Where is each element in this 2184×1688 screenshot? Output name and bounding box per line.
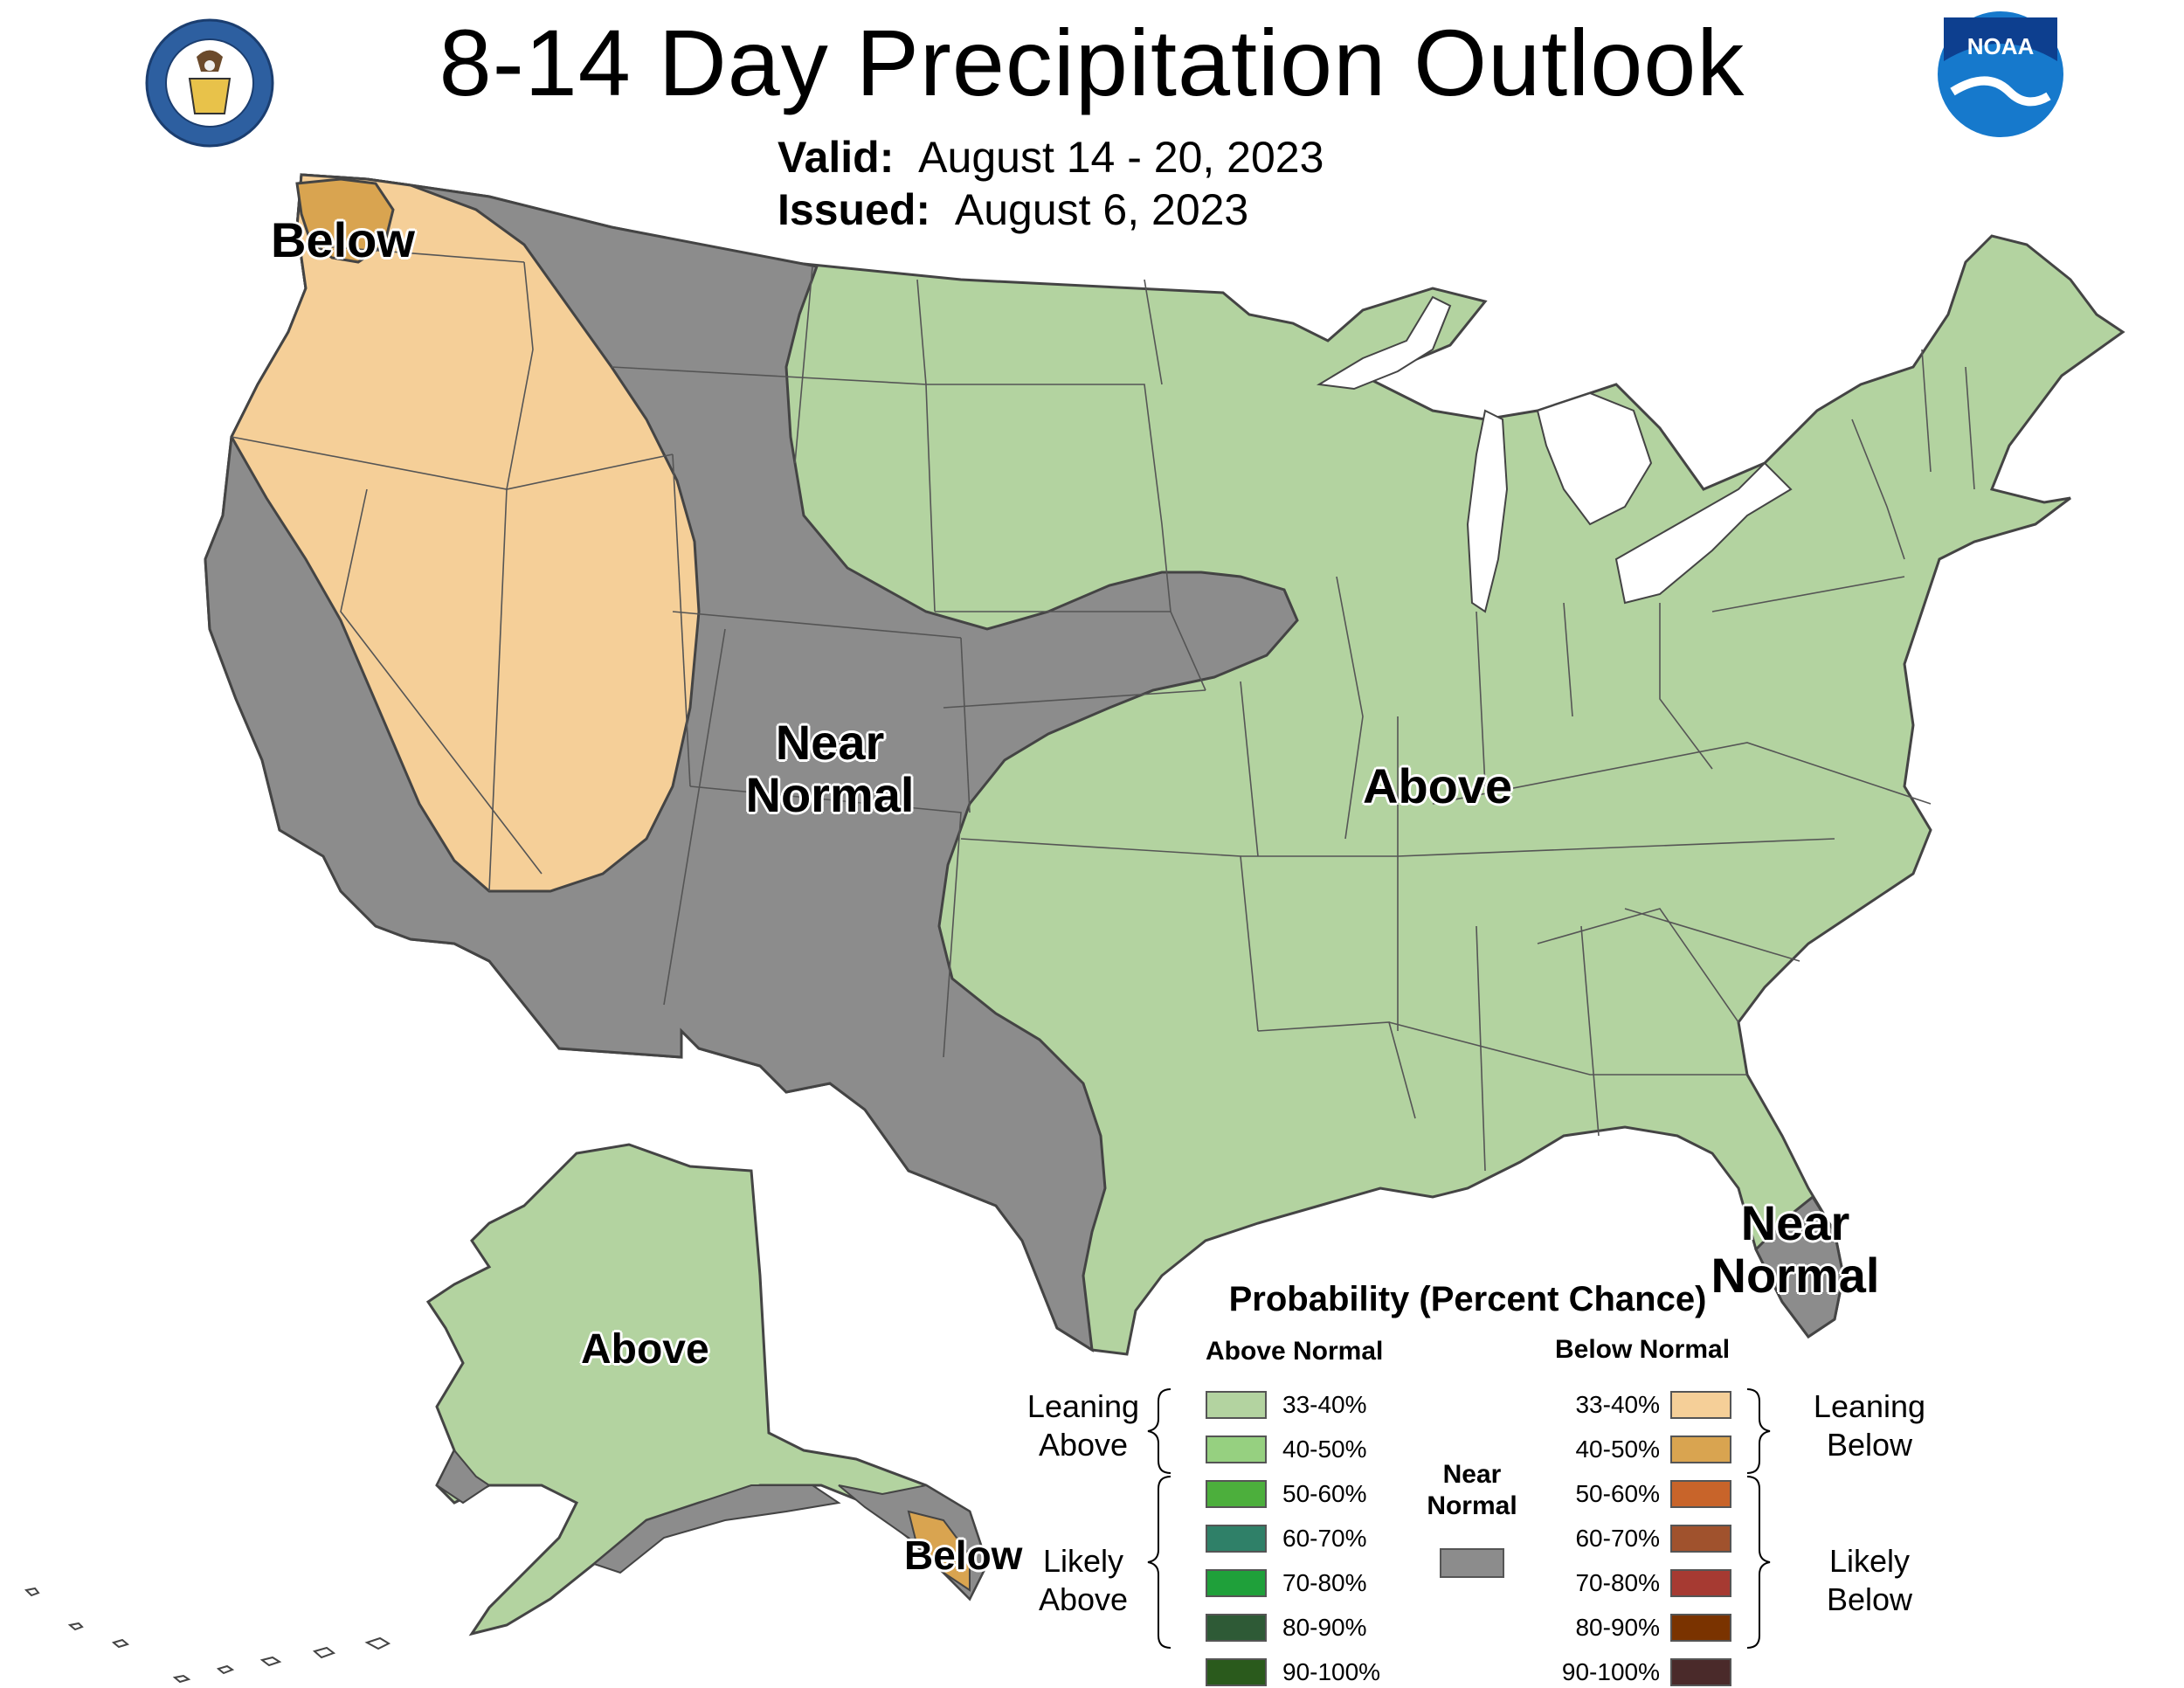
label-near-normal-west-line2: Normal [745,767,915,822]
legend-above-header: Above Normal [1206,1337,1384,1366]
date-block: Valid: August 14 - 20, 2023 Issued: Augu… [778,131,1324,236]
below-normal-nw-region [230,173,701,893]
legend-below-header: Below Normal [1555,1335,1731,1364]
legend-likely-below-line1: Likely [1828,1543,1911,1579]
department-of-commerce-seal [145,18,274,148]
legend-above-swatch [1206,1525,1267,1553]
legend-leaning-above: Leaning Above [1013,1387,1153,1464]
legend-above-swatch [1206,1435,1267,1463]
legend-leaning-above-line2: Above [1038,1427,1129,1463]
legend-likely-above-line2: Above [1038,1581,1129,1617]
legend-below-swatch [1670,1435,1731,1463]
legend-near-normal-line2: Normal [1427,1491,1517,1520]
legend-below-pct-label: 60-70% [1575,1525,1660,1552]
label-near-normal-west-line1: Near [775,715,885,770]
legend-above-swatch [1206,1658,1267,1686]
near-normal-florida-region [1754,1194,1845,1339]
legend-above-swatch [1206,1391,1267,1419]
legend-title: Probability (Percent Chance) [1228,1280,1707,1318]
label-near-normal-florida-line2: Normal [1711,1248,1880,1303]
legend-below-pct-label: 50-60% [1575,1480,1660,1507]
legend-leaning-below: Leaning Below [1800,1387,1939,1464]
legend-likely-below-line2: Below [1826,1581,1913,1617]
alaska-below-panhandle [907,1510,971,1592]
issued-label: Issued: [778,185,931,234]
legend-below-swatch [1670,1480,1731,1508]
lake-erie-ontario [1614,461,1793,605]
label-below-alaska: Below [904,1532,1023,1578]
legend-leaning-below-line1: Leaning [1813,1388,1926,1424]
legend-above-swatch [1206,1569,1267,1597]
legend-likely-above: Likely Above [1013,1542,1153,1619]
aleutian-islands [24,1587,391,1684]
alaska-near-normal-southwest [435,1449,491,1505]
alaska-near-normal-south [591,1484,841,1574]
legend-near-normal-line1: Near [1442,1460,1502,1489]
legend-above-pct-label: 40-50% [1282,1435,1367,1463]
legend-below-swatch [1670,1658,1731,1686]
lake-huron [1536,391,1653,526]
legend-above-swatch [1206,1480,1267,1508]
legend-leaning-above-line1: Leaning [1026,1388,1140,1424]
legend-below-pct-label: 40-50% [1575,1435,1660,1463]
lake-superior [1317,295,1452,391]
below-40-50-washington [295,177,395,264]
legend-above-pct-label: 80-90% [1282,1614,1367,1641]
legend-below-pct-label: 33-40% [1575,1391,1660,1418]
legend-above-pct-label: 90-100% [1282,1658,1381,1685]
issued-row: Issued: August 6, 2023 [778,183,1324,236]
legend-near-normal-swatch [1440,1548,1504,1578]
legend-leaning-below-line2: Below [1826,1427,1913,1463]
legend-below-pct-label: 70-80% [1575,1569,1660,1596]
label-near-normal-west: Near Normal [734,716,926,821]
alaska-outline [425,1143,989,1636]
valid-value: August 14 - 20, 2023 [918,133,1324,182]
legend-likely-below: Likely Below [1800,1542,1939,1619]
valid-label: Valid: [778,133,895,182]
legend-above-pct-label: 50-60% [1282,1480,1367,1507]
legend-brackets [1147,1388,1771,1649]
issued-value: August 6, 2023 [954,185,1249,234]
noaa-logo: NOAA [1938,11,2063,137]
valid-row: Valid: August 14 - 20, 2023 [778,131,1324,183]
label-near-normal-florida-line1: Near [1740,1195,1850,1250]
map-title: 8-14 Day Precipitation Outlook [439,10,1745,115]
label-above-alaska: Above [581,1326,709,1373]
legend-above-pct-label: 70-80% [1282,1569,1367,1596]
label-below-northwest: Below [271,212,415,267]
label-above-east: Above [1363,758,1513,813]
legend-below-swatch [1670,1525,1731,1553]
legend-below-pct-label: 90-100% [1561,1658,1660,1685]
label-near-normal-florida: Near Normal [1704,1197,1887,1302]
legend-below-swatch [1670,1569,1731,1597]
legend-near-normal-header: Near Normal [1420,1459,1524,1522]
lake-michigan [1466,409,1509,613]
legend-above-pct-label: 33-40% [1282,1391,1367,1418]
svg-text:NOAA: NOAA [1967,33,2035,59]
legend-below-pct-label: 80-90% [1575,1614,1660,1641]
state-borders [231,244,1975,1172]
legend-below-swatch [1670,1391,1731,1419]
legend-above-pct-label: 60-70% [1282,1525,1367,1552]
legend-above-swatch [1206,1614,1267,1642]
legend-likely-above-line1: Likely [1042,1543,1124,1579]
legend-below-swatch [1670,1614,1731,1642]
